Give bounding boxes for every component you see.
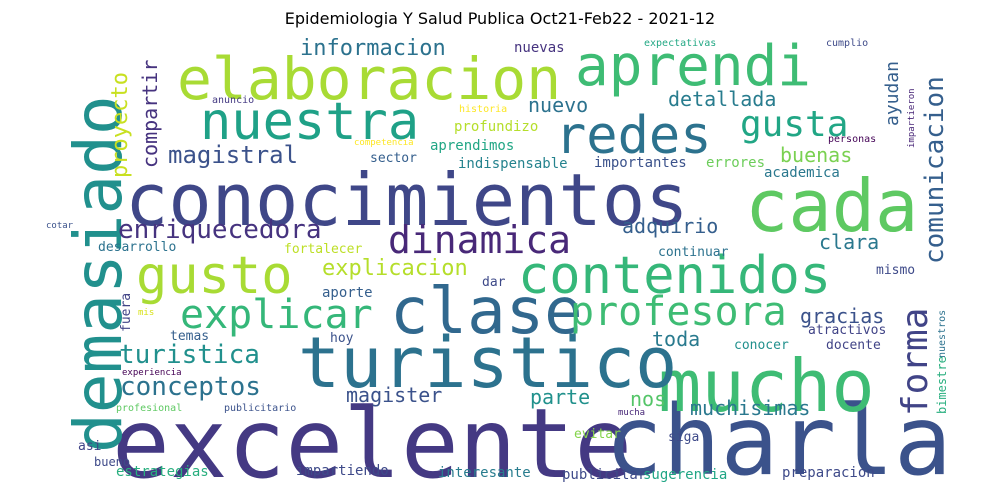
word-turistico: turistico xyxy=(298,322,678,404)
word-academica: academica xyxy=(764,165,840,181)
word-mismo: mismo xyxy=(876,263,916,278)
word-charla: charla xyxy=(605,385,952,487)
word-bueno: bueno xyxy=(94,455,131,469)
word-cumplio: cumplio xyxy=(826,38,869,49)
word-aporte: aporte xyxy=(322,285,373,301)
word-nuevas: nuevas xyxy=(514,40,565,56)
word-buenas: buenas xyxy=(780,143,853,167)
word-profesora: profesora xyxy=(570,289,787,335)
word-detallada: detallada xyxy=(668,87,777,111)
word-mucha: mucha xyxy=(618,408,646,418)
word-personas: personas xyxy=(828,134,877,145)
word-explicar: explicar xyxy=(180,292,373,338)
word-impartieron: impartieron xyxy=(907,88,917,148)
word-interesante: interesante xyxy=(438,465,531,481)
word-aprendi: aprendi xyxy=(575,36,812,99)
word-fuera: fuera xyxy=(119,292,134,332)
word-parte: parte xyxy=(530,385,591,409)
word-anuncio: anuncio xyxy=(212,95,255,106)
word-docente: docente xyxy=(826,338,881,353)
word-conceptos: conceptos xyxy=(120,372,261,402)
word-explicacion: explicacion xyxy=(322,256,468,281)
word-publicitar: publicitar xyxy=(562,467,647,483)
word-siga: siga xyxy=(668,430,700,445)
word-mucho: mucho xyxy=(658,344,875,428)
word-profundizo: profundizo xyxy=(454,119,539,135)
word-expectativas: expectativas xyxy=(644,38,717,49)
word-sector: sector xyxy=(370,151,417,166)
word-ayudan: ayudan xyxy=(882,60,903,126)
word-cloud: excelente charla conocimientos mucho cada dem… xyxy=(40,36,960,487)
word-muchisimas: muchisimas xyxy=(690,396,811,420)
word-bimestre: bimestre xyxy=(935,356,949,414)
word-magister: magister xyxy=(346,383,443,407)
word-adquirio: adquirio xyxy=(622,214,719,238)
word-cotar: cotar xyxy=(46,221,74,231)
word-estrategias: estrategias xyxy=(116,464,209,480)
word-nos: nos xyxy=(630,387,667,411)
word-continuar: continuar xyxy=(658,245,729,260)
word-forma: forma xyxy=(895,307,936,416)
word-preparacion: preparacion xyxy=(782,465,875,481)
word-errores: errores xyxy=(706,155,766,171)
word-magistral: magistral xyxy=(168,141,299,169)
word-proyecto: proyecto xyxy=(108,72,133,178)
word-asi: asi xyxy=(78,439,102,454)
word-conocer: conocer xyxy=(734,338,789,353)
chart-title: Epidemiologia Y Salud Publica Oct21-Feb2… xyxy=(284,9,716,28)
word-enriquecedora: enriquecedora xyxy=(118,215,322,245)
word-contenidos: contenidos xyxy=(518,246,832,306)
word-publicitario: publicitario xyxy=(224,403,297,414)
word-gracias: gracias xyxy=(800,304,885,328)
word-informacion: informacion xyxy=(300,36,446,61)
word-evitar: evitar xyxy=(574,427,621,442)
word-experiencia: experiencia xyxy=(122,368,182,378)
word-indispensable: indispensable xyxy=(458,156,568,172)
word-historia: historia xyxy=(459,104,508,115)
word-excelente: excelente xyxy=(112,388,633,487)
word-elaboracion: elaboracion xyxy=(177,45,562,113)
word-importantes: importantes xyxy=(594,155,687,171)
word-toda: toda xyxy=(652,327,701,351)
word-nuestros: nuestros xyxy=(937,309,948,358)
word-gusta: gusta xyxy=(740,104,849,145)
word-turistica: turistica xyxy=(119,340,260,370)
word-profesional: profesional xyxy=(116,403,183,414)
word-comunicacion: comunicacion xyxy=(920,76,950,264)
word-mis: mis xyxy=(138,308,155,318)
word-atractivos: atractivos xyxy=(808,323,887,338)
word-impartiendo: impartiendo xyxy=(296,463,389,479)
word-fortalecer: fortalecer xyxy=(284,242,363,257)
word-dar: dar xyxy=(482,275,506,290)
word-cada: cada xyxy=(745,164,919,248)
word-temas: temas xyxy=(170,329,210,344)
word-hoy: hoy xyxy=(330,331,354,346)
word-competencia: competencia xyxy=(354,138,414,148)
word-clase: clase xyxy=(390,275,583,349)
word-redes: redes xyxy=(555,106,712,166)
word-aprendimos: aprendimos xyxy=(430,138,515,154)
word-dinamica: dinamica xyxy=(388,218,572,262)
word-gusto: gusto xyxy=(136,246,293,306)
word-nuestra: nuestra xyxy=(200,92,420,152)
word-compartir: compartir xyxy=(138,59,162,168)
word-sugerencia: sugerencia xyxy=(643,467,728,483)
word-conocimientos: conocimientos xyxy=(125,158,689,242)
word-nuevo: nuevo xyxy=(528,93,589,117)
word-desarrollo: desarrollo xyxy=(98,240,177,255)
word-clara: clara xyxy=(819,230,880,254)
